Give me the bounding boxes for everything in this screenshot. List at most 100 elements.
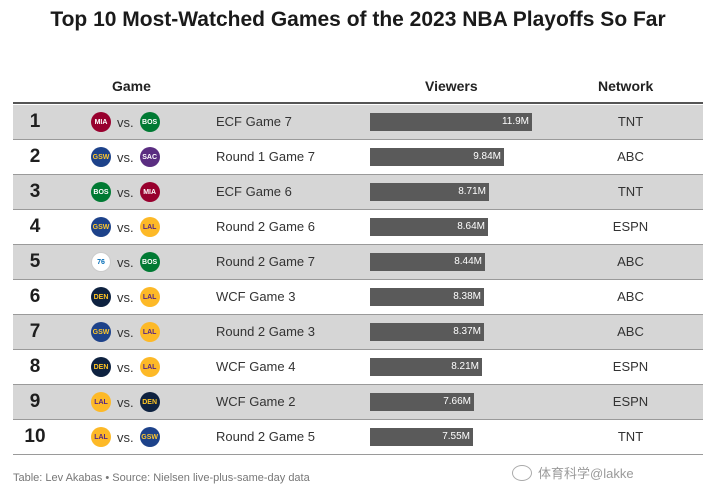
viewers-bar: 8.71M [370,183,489,201]
rank-number: 4 [29,216,41,237]
lakers-logo-icon: LAL [139,287,160,307]
rank-number: 2 [29,146,41,167]
network-label: ESPN [612,394,649,409]
table-row: 7 GSW vs. LAL Round 2 Game 3 8.37M ABC [13,315,703,350]
viewers-label: 8.64M [457,221,485,232]
network-label: ABC [617,254,644,269]
rank-number: 3 [29,181,41,202]
table-top-rule [13,102,703,104]
warriors-logo-icon: GSW [91,217,111,237]
viewers-label: 8.37M [453,326,481,337]
network-label: ESPN [612,219,649,234]
table-row: 8 DEN vs. LAL WCF Game 4 8.21M ESPN [13,350,703,385]
rank-number: 5 [29,251,41,272]
network-label: TNT [617,429,644,444]
source-footer: Table: Lev Akabas • Source: Nielsen live… [13,472,310,484]
round-label: WCF Game 3 [216,289,296,304]
matchup: GSW vs. LAL [91,321,160,343]
table-row: 3 BOS vs. MIA ECF Game 6 8.71M TNT [13,175,703,210]
lakers-logo-icon: LAL [139,217,160,237]
table-body: 1 MIA vs. BOS ECF Game 7 11.9M TNT 2 GSW vs. SAC Ro… [13,105,703,455]
76ers-logo-icon: 76 [91,252,111,272]
round-label: ECF Game 6 [216,184,292,199]
vs-label: vs. [117,324,134,340]
viewers-bar: 8.38M [370,288,484,306]
matchup: GSW vs. LAL [91,216,160,238]
table-row: 5 76 vs. BOS Round 2 Game 7 8.44M ABC [13,245,703,280]
round-label: Round 2 Game 5 [216,429,316,444]
viewers-label: 8.21M [451,361,479,372]
table-row: 9 LAL vs. DEN WCF Game 2 7.66M ESPN [13,385,703,420]
vs-label: vs. [117,114,134,130]
network-label: ABC [617,289,644,304]
warriors-logo-icon: GSW [139,427,160,447]
network-label: TNT [617,114,644,129]
kings-logo-icon: SAC [139,147,160,167]
network-label: TNT [617,184,644,199]
lakers-logo-icon: LAL [139,322,160,342]
matchup: GSW vs. SAC [91,146,160,168]
matchup: 76 vs. BOS [91,251,160,273]
viewers-bar: 8.44M [370,253,485,271]
celtics-logo-icon: BOS [91,182,111,202]
celtics-logo-icon: BOS [139,252,160,272]
rank-number: 7 [29,321,41,342]
network-label: ABC [617,324,644,339]
matchup: LAL vs. GSW [91,426,160,448]
celtics-logo-icon: BOS [139,112,160,132]
round-label: Round 2 Game 7 [216,254,316,269]
warriors-logo-icon: GSW [91,322,111,342]
viewers-label: 8.38M [453,291,481,302]
matchup: BOS vs. MIA [91,181,160,203]
vs-label: vs. [117,219,134,235]
viewers-label: 7.66M [443,396,471,407]
watermark-text: 体育科学@lakke [538,466,634,481]
vs-label: vs. [117,184,134,200]
table-row: 1 MIA vs. BOS ECF Game 7 11.9M TNT [13,105,703,140]
vs-label: vs. [117,394,134,410]
nuggets-logo-icon: DEN [91,287,111,307]
table-row: 2 GSW vs. SAC Round 1 Game 7 9.84M ABC [13,140,703,175]
matchup: LAL vs. DEN [91,391,160,413]
viewers-bar: 9.84M [370,148,504,166]
viewers-label: 8.44M [454,256,482,267]
rank-number: 1 [29,111,41,132]
matchup: DEN vs. LAL [91,356,160,378]
viewers-label: 8.71M [458,186,486,197]
round-label: Round 1 Game 7 [216,149,316,164]
header-viewers: Viewers [425,78,478,94]
lakers-logo-icon: LAL [139,357,160,377]
vs-label: vs. [117,149,134,165]
watermark: 体育科学@lakke [512,463,634,482]
viewers-label: 9.84M [473,151,501,162]
rank-number: 6 [29,286,41,307]
chart-title: Top 10 Most-Watched Games of the 2023 NB… [50,8,666,31]
lakers-logo-icon: LAL [91,392,111,412]
round-label: Round 2 Game 3 [216,324,316,339]
network-label: ABC [617,149,644,164]
rank-number: 10 [24,426,46,447]
header-game: Game [112,78,151,94]
vs-label: vs. [117,289,134,305]
round-label: Round 2 Game 6 [216,219,316,234]
viewers-bar: 8.37M [370,323,484,341]
round-label: WCF Game 4 [216,359,296,374]
heat-logo-icon: MIA [139,182,160,202]
viewers-bar: 8.21M [370,358,482,376]
viewers-label: 11.9M [501,116,529,127]
network-label: ESPN [612,359,649,374]
vs-label: vs. [117,254,134,270]
viewers-label: 7.55M [442,431,470,442]
vs-label: vs. [117,429,134,445]
warriors-logo-icon: GSW [91,147,111,167]
lakers-logo-icon: LAL [91,427,111,447]
nuggets-logo-icon: DEN [91,357,111,377]
matchup: MIA vs. BOS [91,111,160,133]
vs-label: vs. [117,359,134,375]
round-label: ECF Game 7 [216,114,292,129]
viewers-bar: 7.66M [370,393,474,411]
header-network: Network [598,78,654,94]
table-row: 4 GSW vs. LAL Round 2 Game 6 8.64M ESPN [13,210,703,245]
viewers-bar: 8.64M [370,218,488,236]
heat-logo-icon: MIA [91,112,111,132]
